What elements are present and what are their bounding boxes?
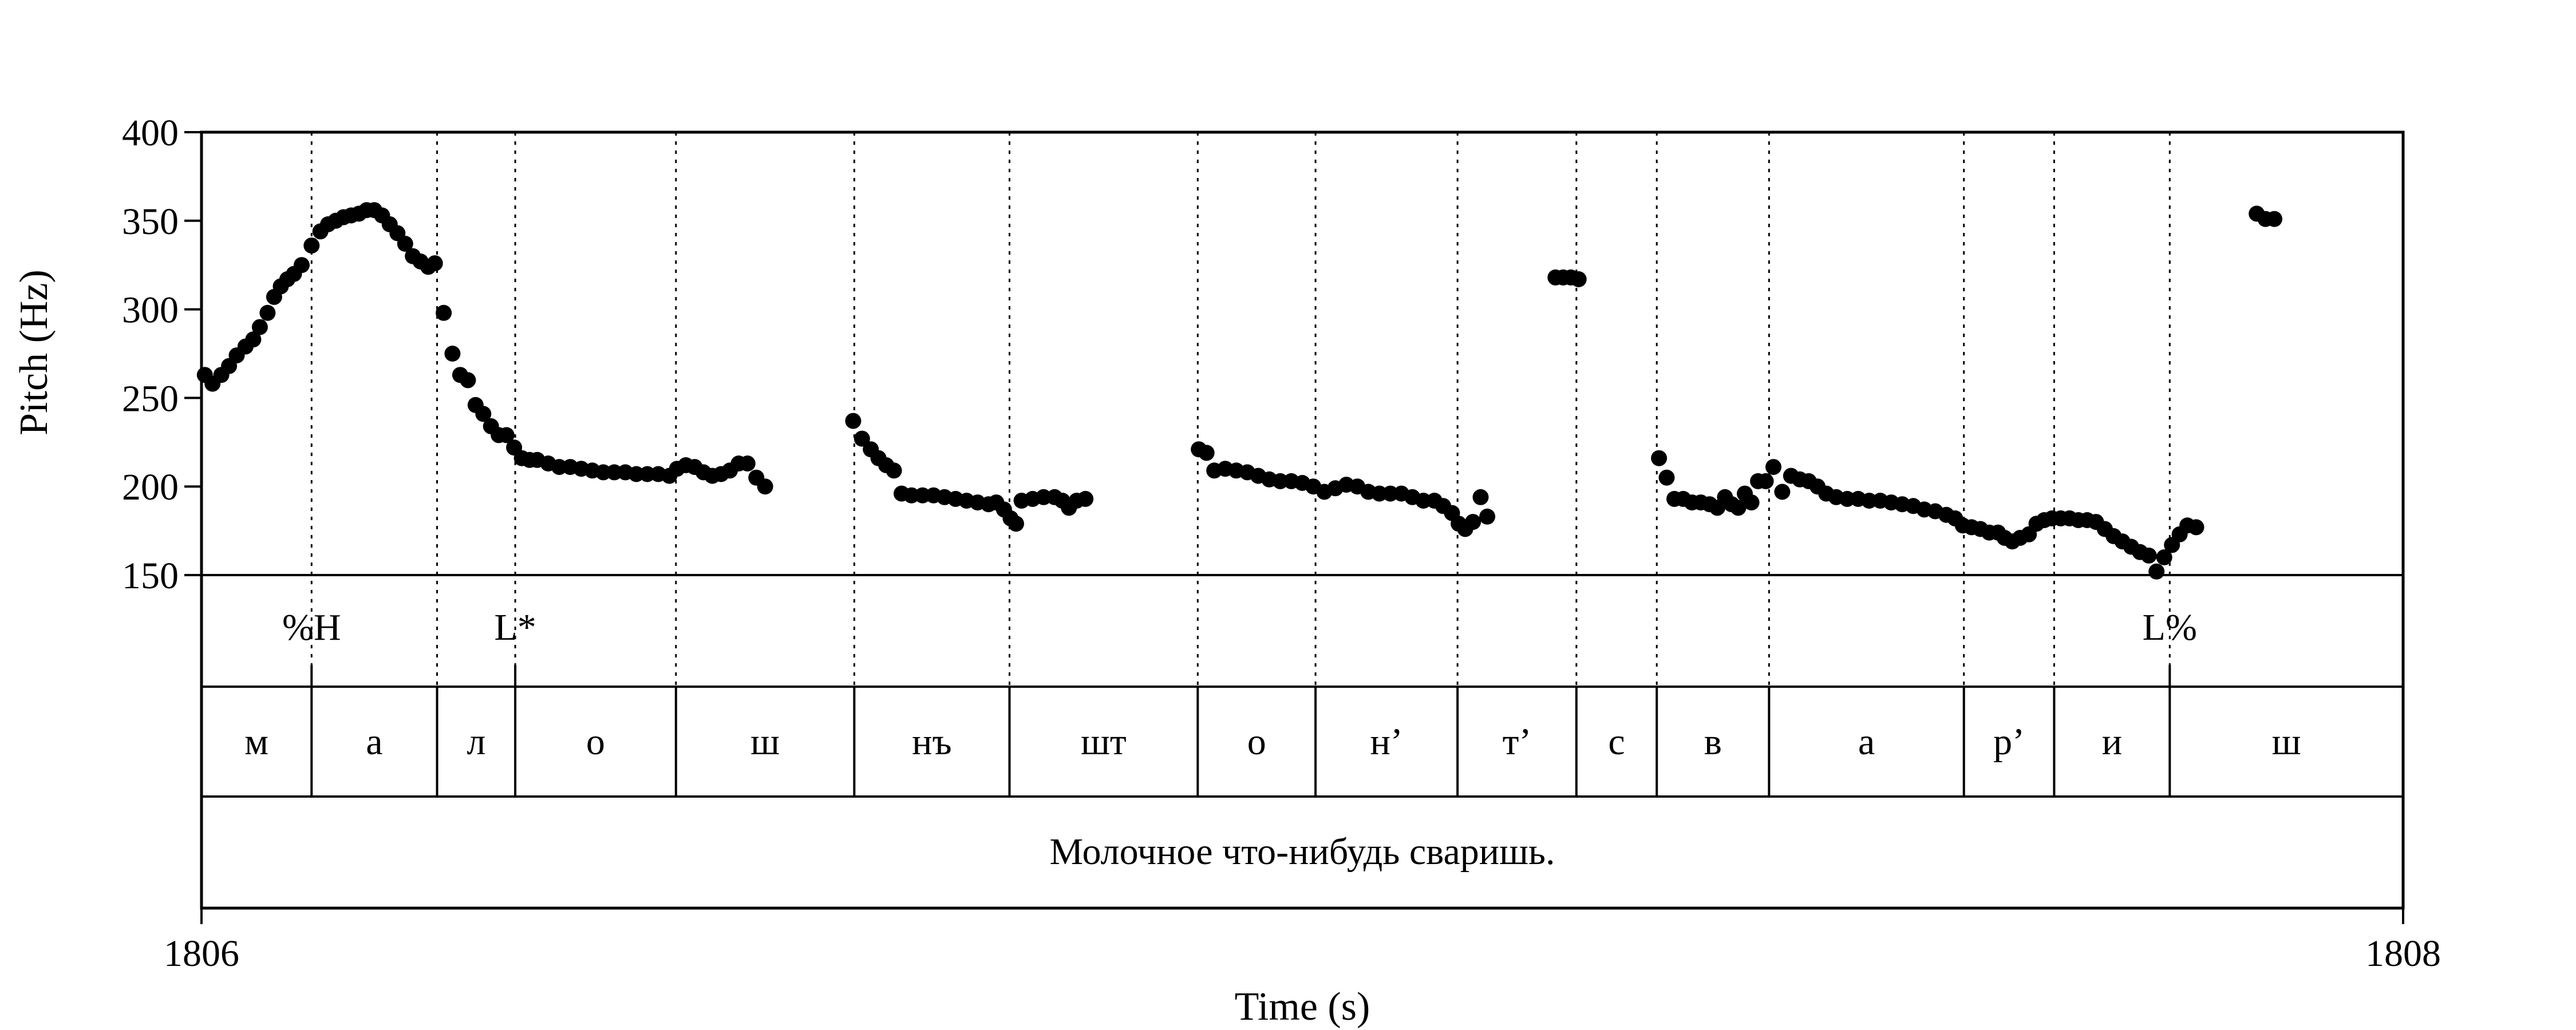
- tone-label: %H: [282, 607, 341, 648]
- segment-label: а: [366, 721, 382, 763]
- segment-label: о: [1247, 721, 1266, 763]
- pitch-point: [1077, 490, 1094, 507]
- pitch-point: [757, 478, 773, 495]
- pitch-point: [1743, 494, 1760, 511]
- pitch-point: [1570, 271, 1587, 287]
- pitch-point: [1774, 484, 1791, 500]
- pitch-point: [2156, 549, 2172, 565]
- pitch-point: [639, 466, 655, 482]
- pitch-point: [1371, 485, 1388, 502]
- x-tick-label: 1806: [164, 933, 239, 974]
- segment-label: н’: [1370, 721, 1402, 763]
- x-axis: 1806 1808: [164, 908, 2441, 974]
- pitch-point: [475, 406, 492, 422]
- segment-label: шт: [1081, 721, 1127, 763]
- pitch-point: [1472, 489, 1489, 505]
- pitch-point: [595, 464, 611, 481]
- pitch-point: [1479, 508, 1496, 525]
- pitch-point: [460, 372, 476, 389]
- pitch-point: [1382, 485, 1398, 502]
- segment-label: о: [586, 721, 605, 763]
- y-tick-label: 300: [122, 290, 179, 331]
- pitch-point: [1415, 493, 1432, 509]
- segment-label: с: [1608, 721, 1625, 763]
- pitch-point: [628, 466, 645, 482]
- x-axis-title: Time (s): [1235, 985, 1370, 1029]
- pitch-point: [903, 487, 920, 504]
- pitch-point: [1765, 459, 1781, 476]
- pitch-point: [259, 304, 276, 321]
- pitch-point: [739, 455, 756, 472]
- pitch-point: [426, 255, 443, 272]
- pitch-point: [1465, 514, 1481, 530]
- tone-label: L%: [2143, 607, 2197, 648]
- pitch-point: [914, 487, 931, 504]
- y-axis-title: Pitch (Hz): [12, 270, 56, 435]
- pitch-point: [1861, 493, 1878, 509]
- pitch-point: [251, 319, 268, 335]
- plot-frame: [200, 130, 2405, 910]
- sentence-label: Молочное что-нибудь сваришь.: [1049, 831, 1555, 873]
- pitch-point: [294, 257, 310, 274]
- segment-label: и: [2102, 721, 2122, 763]
- segment-label: л: [467, 721, 485, 763]
- pitch-point: [2266, 211, 2282, 227]
- annotation-tiers: %H L* L% м а л о ш нъ шт о н’ т’ с в а р’ и ш Молочное что-…: [202, 574, 2403, 873]
- pitch-point: [1008, 516, 1024, 532]
- pitch-point: [1036, 489, 1052, 505]
- pitch-point: [444, 346, 461, 362]
- segment-label: м: [244, 721, 268, 763]
- y-tick-label: 350: [122, 201, 179, 243]
- pitch-points: [196, 202, 2282, 580]
- pitch-point: [2148, 563, 2165, 580]
- pitch-point: [606, 464, 623, 481]
- x-tick-label: 1808: [2365, 933, 2441, 974]
- y-tick-label: 250: [122, 378, 179, 419]
- pitch-point: [245, 331, 262, 348]
- tone-label: L*: [494, 607, 536, 648]
- pitch-point: [2140, 547, 2157, 564]
- pitch-point: [1757, 473, 1774, 489]
- segment-label: ш: [2272, 721, 2301, 763]
- segment-boundaries: [310, 132, 2171, 687]
- pitch-point: [2188, 519, 2204, 536]
- segment-label: в: [1704, 721, 1722, 763]
- pitch-point: [854, 430, 870, 447]
- pitch-point: [551, 459, 567, 476]
- pitch-point: [845, 413, 862, 429]
- pitch-point: [1198, 445, 1215, 461]
- pitch-point: [303, 237, 320, 254]
- pitch-point: [1651, 450, 1668, 466]
- pitch-point: [1839, 490, 1855, 507]
- y-tick-label: 150: [122, 555, 179, 597]
- segment-label: т’: [1503, 721, 1532, 763]
- pitch-point: [1658, 469, 1675, 486]
- y-axis: 150 200 250 300 350 400: [122, 112, 202, 597]
- pitch-point: [1730, 500, 1747, 516]
- segment-label: а: [1858, 721, 1875, 763]
- y-tick-label: 400: [122, 112, 179, 154]
- pitch-point: [498, 427, 515, 443]
- y-tick-label: 200: [122, 466, 179, 508]
- pitch-point: [397, 236, 413, 252]
- segment-label: р’: [1993, 721, 2025, 763]
- segment-label: ш: [750, 721, 780, 763]
- segment-label: нъ: [912, 721, 951, 763]
- pitch-point: [1272, 473, 1289, 489]
- pitch-point: [436, 304, 452, 321]
- pitch-point: [886, 462, 902, 479]
